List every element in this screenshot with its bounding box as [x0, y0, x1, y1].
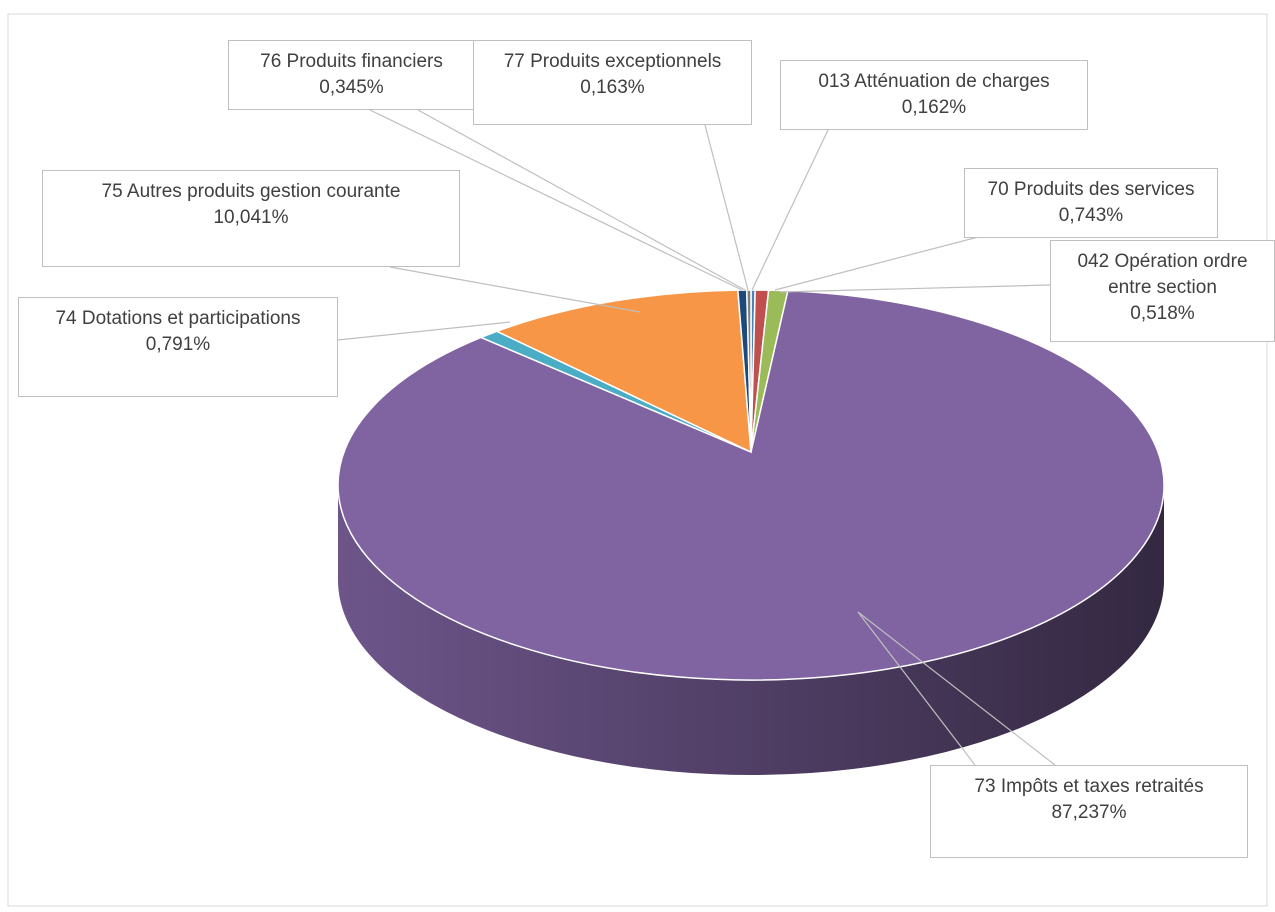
- label-category: 042 Opération ordre entre section: [1077, 251, 1248, 298]
- frame: [7, 13, 1268, 907]
- label-category: 76 Produits financiers: [260, 51, 443, 72]
- label-category: 73 Impôts et taxes retraités: [974, 776, 1204, 797]
- leader-line: [417, 109, 746, 291]
- leader-line: [857, 611, 1056, 766]
- label-category: 77 Produits exceptionnels: [503, 51, 722, 72]
- leader-line: [369, 109, 743, 291]
- data-label: 73 Impôts et taxes retraités 87,237%: [930, 765, 1248, 858]
- slice: [337, 290, 1165, 681]
- label-value: 10,041%: [213, 207, 289, 228]
- leader-line: [751, 129, 829, 291]
- slice-side-shade: [338, 485, 1164, 775]
- label-category: 013 Atténuation de charges: [818, 71, 1050, 92]
- data-label: 013 Atténuation de charges 0,162%: [780, 60, 1088, 130]
- data-label: 042 Opération ordre entre section 0,518%: [1050, 240, 1275, 342]
- label-value: 0,518%: [1130, 303, 1195, 324]
- data-label: 74 Dotations et participations 0,791%: [18, 297, 338, 397]
- leader-line: [857, 611, 976, 766]
- slice: [746, 289, 752, 453]
- label-value: 0,162%: [901, 97, 967, 118]
- label-value: 0,791%: [145, 334, 211, 355]
- leader-line: [779, 284, 1051, 293]
- leader-line: [337, 321, 511, 341]
- label-value: 0,743%: [1058, 205, 1124, 226]
- data-label: 76 Produits financiers 0,345%: [228, 40, 475, 110]
- label-value: 0,163%: [580, 77, 645, 98]
- label-category: 74 Dotations et participations: [55, 308, 301, 329]
- label-value: 87,237%: [1051, 802, 1127, 823]
- leader-line: [774, 229, 1006, 291]
- label-value: 0,345%: [319, 77, 384, 98]
- leader-line: [704, 124, 749, 291]
- label-category: 70 Produits des services: [987, 179, 1195, 200]
- data-label: 75 Autres produits gestion courante 10,04…: [42, 170, 460, 267]
- label-category: 75 Autres produits gestion courante: [101, 181, 401, 202]
- data-label: 77 Produits exceptionnels 0,163%: [473, 40, 752, 125]
- data-label: 70 Produits des services 0,743%: [964, 168, 1218, 238]
- slice: [494, 289, 752, 454]
- leader-line: [389, 266, 641, 313]
